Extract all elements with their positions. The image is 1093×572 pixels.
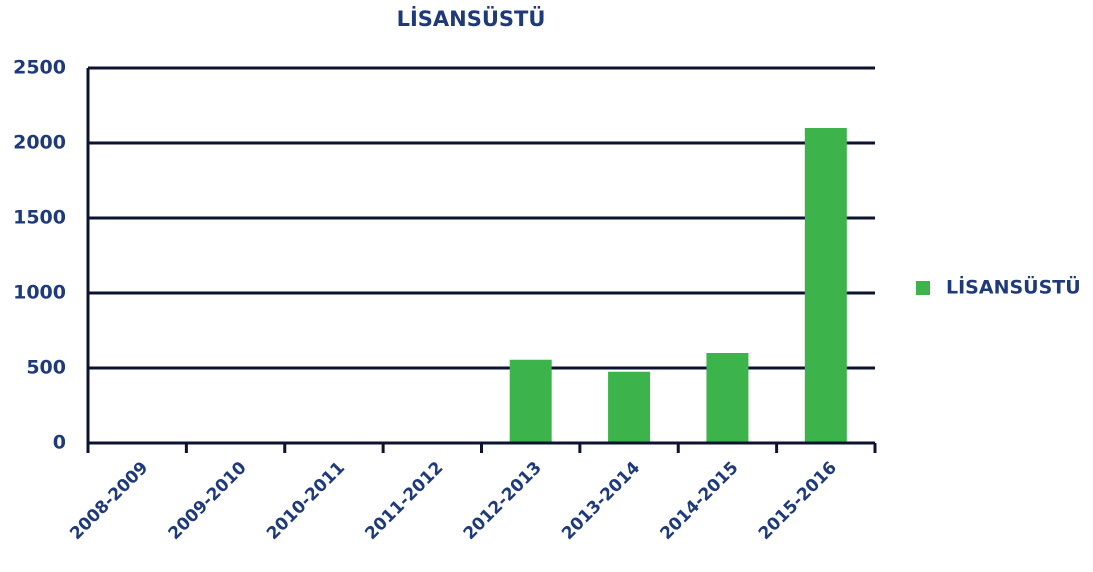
y-tick-label: 500	[26, 357, 66, 379]
x-tick-label: 2008-2009	[66, 458, 152, 544]
bar	[509, 359, 552, 443]
bar	[608, 371, 651, 443]
y-tick-label: 1000	[13, 282, 66, 304]
bar	[804, 128, 847, 443]
y-tick-label: 2500	[13, 57, 66, 79]
legend-swatch	[916, 281, 930, 295]
x-tick-label: 2010-2011	[263, 458, 349, 544]
y-tick-label: 2000	[13, 132, 66, 154]
x-tick-label: 2013-2014	[558, 458, 644, 544]
x-tick-label: 2011-2012	[361, 458, 447, 544]
chart-title: LİSANSÜSTÜ	[397, 6, 546, 31]
x-tick-label: 2009-2010	[165, 458, 251, 544]
x-tick-label: 2015-2016	[755, 458, 841, 544]
bar	[706, 353, 749, 443]
x-tick-label: 2012-2013	[460, 458, 546, 544]
y-tick-label: 0	[53, 432, 66, 454]
y-tick-label: 1500	[13, 207, 66, 229]
x-tick-label: 2014-2015	[656, 458, 742, 544]
legend-label: LİSANSÜSTÜ	[946, 275, 1081, 299]
